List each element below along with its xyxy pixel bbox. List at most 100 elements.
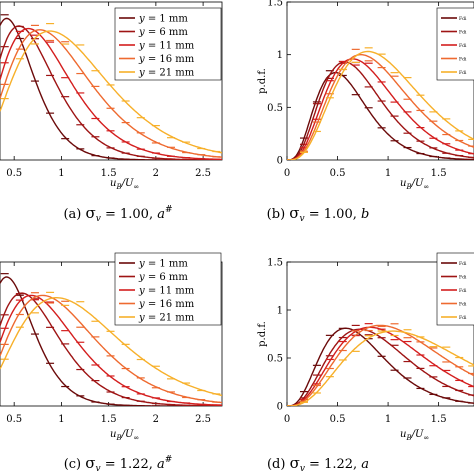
- legend-label: y = 21 mm: [138, 313, 195, 324]
- x-tick-label: 1: [58, 168, 64, 179]
- x-axis-label: uB/U∞: [110, 178, 139, 191]
- legend-value: = 21 mm: [145, 313, 195, 324]
- panel-d: 0 0.5 1 1.500.511.5p.d.f.uB/U∞FdiFdiFdiFdiF…: [257, 252, 474, 474]
- series-line: [287, 54, 474, 160]
- x-tick-label: 0.5: [6, 414, 22, 425]
- x-tick-label: 1.5: [101, 168, 117, 179]
- caption-sigma: σ: [85, 454, 95, 472]
- y-tick-label: 0: [277, 156, 283, 167]
- caption-variant: b: [361, 207, 369, 222]
- x-tick-label: 0.5: [330, 168, 346, 179]
- y-tick-label: 1.5: [267, 0, 283, 9]
- panel-a: 0.5 1 1.5 2 2.5uB/U∞y = 1 mmy = 6 mmy = 11 m…: [0, 1, 223, 224]
- legend-label: Fdi: [459, 315, 467, 321]
- caption-sub: v: [300, 464, 305, 474]
- x-tick-label: 2.5: [195, 168, 211, 179]
- caption-variant: a: [157, 457, 165, 472]
- x-tick-label: 2.5: [195, 414, 211, 425]
- panel-caption: (d) σv = 1.22, a: [267, 454, 369, 474]
- caption-label: (c): [64, 457, 86, 472]
- x-label-part: B: [115, 434, 121, 442]
- x-axis-label: uB/U∞: [400, 178, 429, 191]
- legend-label: y = 16 mm: [138, 299, 195, 310]
- legend-label: Fdi: [459, 288, 467, 294]
- x-tick-label: 1: [58, 414, 64, 425]
- caption-sup: #: [165, 455, 173, 465]
- x-label-part: /U: [411, 178, 424, 189]
- legend-box: [436, 7, 474, 81]
- caption-sup: #: [165, 205, 173, 215]
- caption-sub: v: [96, 464, 101, 474]
- x-axis-label: uB/U∞: [110, 429, 139, 442]
- legend-label: y = 11 mm: [138, 286, 195, 297]
- caption-sigma: σ: [289, 204, 299, 222]
- series-line: [287, 330, 474, 406]
- y-tick-label: 0: [277, 402, 283, 413]
- x-label-part: u: [110, 429, 116, 440]
- x-tick-label: 0.5: [330, 414, 346, 425]
- legend-value: = 11 mm: [145, 41, 195, 52]
- legend-label: y = 6 mm: [138, 272, 188, 283]
- plot-area: [0, 273, 222, 406]
- series-line: [0, 297, 222, 397]
- legend-label: y = 1 mm: [138, 259, 188, 270]
- legend-box: [114, 252, 222, 326]
- legend-var: y: [138, 286, 145, 297]
- legend-label: y = 21 mm: [138, 68, 195, 79]
- caption-sub: v: [300, 214, 305, 224]
- x-label-part: B: [405, 434, 411, 442]
- caption-eq: = 1.22,: [101, 457, 157, 472]
- legend-var: y: [138, 299, 145, 310]
- legend-var: y: [138, 313, 145, 324]
- legend-label: Fdi: [459, 261, 467, 267]
- x-label-part: /U: [121, 429, 134, 440]
- panel-b: 0 0.5 1 1.500.511.5p.d.f.uB/U∞FdiFdiFdiFdiF…: [257, 0, 474, 224]
- caption-label: (d): [267, 457, 290, 472]
- axes-box: [286, 261, 474, 407]
- plot-area: [287, 47, 474, 160]
- legend-value: = 1 mm: [145, 14, 189, 25]
- legend-label: Fdi: [459, 275, 467, 281]
- y-axis-label: p.d.f.: [257, 321, 268, 347]
- legend-value: = 6 mm: [145, 272, 189, 283]
- legend-label: Fdi: [459, 57, 467, 63]
- legend-var: y: [138, 272, 145, 283]
- caption-eq: = 1.22,: [305, 457, 361, 472]
- legend: Fdi Fdi Fdi Fdi Fdi: [436, 7, 474, 81]
- x-label-part: u: [110, 178, 116, 189]
- caption-variant: a: [157, 207, 165, 222]
- x-axis-label: uB/U∞: [400, 429, 429, 442]
- legend-var: y: [138, 41, 145, 52]
- series-line: [287, 71, 474, 160]
- y-tick-label: 0.5: [267, 354, 283, 365]
- legend-box: [114, 7, 222, 81]
- axes-box: [0, 261, 223, 407]
- x-label-part: ∞: [133, 183, 139, 191]
- legend-value: = 6 mm: [145, 27, 189, 38]
- legend-value: = 16 mm: [145, 54, 195, 65]
- legend-label: y = 11 mm: [138, 41, 195, 52]
- x-label-part: ∞: [133, 434, 139, 442]
- x-tick-label: 1.5: [431, 168, 447, 179]
- x-label-part: B: [405, 183, 411, 191]
- caption-sigma: σ: [86, 204, 96, 222]
- legend-var: y: [138, 259, 145, 270]
- legend-label: Fdi: [459, 43, 467, 49]
- x-tick-label: 0.5: [6, 168, 22, 179]
- caption-label: (b): [267, 207, 290, 222]
- series-line: [287, 58, 474, 160]
- plot-area: [0, 14, 222, 160]
- legend: y = 1 mmy = 6 mmy = 11 mmy = 16 mmy = 21…: [114, 7, 222, 81]
- caption-variant: a: [361, 457, 369, 472]
- caption-eq: = 1.00,: [305, 207, 361, 222]
- legend-value: = 11 mm: [145, 286, 195, 297]
- legend-box: [436, 252, 474, 326]
- legend-var: y: [138, 68, 145, 79]
- axes-box: [286, 1, 474, 161]
- legend-var: y: [138, 54, 145, 65]
- y-tick-label: 1: [277, 50, 283, 61]
- legend-label: y = 6 mm: [138, 27, 188, 38]
- x-tick-label: 1: [385, 414, 391, 425]
- axes-box: [0, 1, 223, 161]
